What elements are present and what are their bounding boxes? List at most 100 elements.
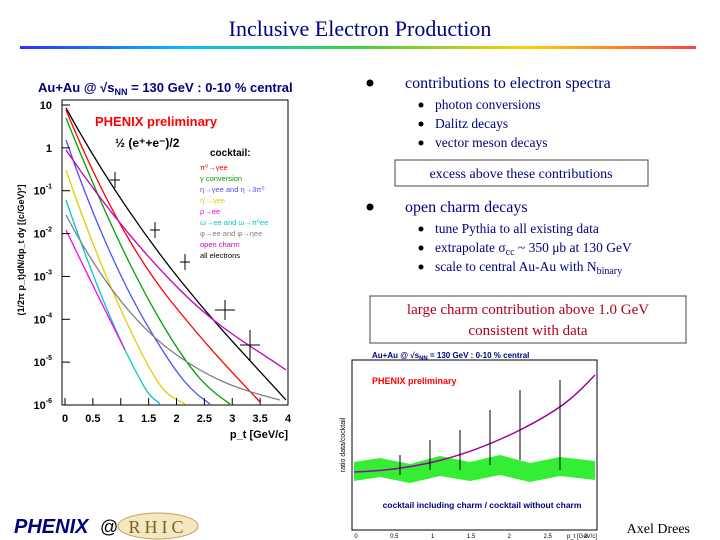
x-tick-label: 2.5 xyxy=(543,534,552,540)
tick-base: 10 xyxy=(34,400,46,412)
rhic-logo xyxy=(117,512,199,540)
header-sub: NN xyxy=(419,356,428,362)
tick-exp: -1 xyxy=(46,184,52,191)
y-tick-label: 10-2 xyxy=(34,227,53,241)
text-part: tune Pythia to all existing data xyxy=(435,221,599,236)
x-tick-label: 4 xyxy=(285,413,292,425)
tick-base: 10 xyxy=(34,314,46,326)
tick-exp: -3 xyxy=(46,269,52,276)
data-label: ½ (e⁺+e⁻)/2 xyxy=(115,136,180,150)
tick-base: 10 xyxy=(34,271,46,283)
x-tick-label: 3 xyxy=(584,534,588,540)
tick-base: 10 xyxy=(34,357,46,369)
header-sub: NN xyxy=(115,87,128,97)
header-rest: = 130 GeV : 0-10 % central xyxy=(128,80,293,95)
text-part: scale to central Au-Au with N xyxy=(435,259,597,274)
sub-bullet-text: photon conversions xyxy=(435,97,540,112)
conclusion-box xyxy=(369,295,687,344)
text-part: Dalitz decays xyxy=(435,116,508,131)
plot-header: Au+Au @ √sNN = 130 GeV : 0-10 % central xyxy=(38,80,293,97)
x-tick-label: 0.5 xyxy=(390,534,399,540)
x-axis-label: p_t [GeV/c] xyxy=(567,534,597,540)
plot-header: Au+Au @ √sNN = 130 GeV : 0-10 % central xyxy=(372,351,529,362)
plot-label: PHENIX preliminary xyxy=(372,376,457,386)
plot-frame xyxy=(351,359,598,531)
x-tick-label: 3 xyxy=(229,413,235,425)
conclusion-line: consistent with data xyxy=(468,323,587,339)
sub-bullet-dot xyxy=(418,140,424,146)
legend-entry: ω→ee and ω→π⁰ee xyxy=(200,218,268,227)
bullet-text: open charm decays xyxy=(405,199,528,216)
sub-bullet-text: vector meson decays xyxy=(435,135,547,150)
header-rest: = 130 GeV : 0-10 % central xyxy=(428,351,530,360)
sub-bullet-dot xyxy=(418,226,424,232)
sub-bullet-dot xyxy=(418,102,424,108)
bullet-text: contributions to electron spectra xyxy=(405,75,611,92)
y-tick-label: 10 xyxy=(40,100,52,112)
sub-bullet-text: tune Pythia to all existing data xyxy=(435,221,599,236)
y-tick-label: 10-3 xyxy=(34,269,53,283)
tick-exp: -2 xyxy=(46,227,52,234)
y-axis-label: (1/2π p_t)dN/dp_t dy [(c/GeV)²] xyxy=(16,185,26,316)
x-tick-label: 0.5 xyxy=(85,413,100,425)
text-part: vector meson decays xyxy=(435,135,547,150)
x-tick-label: 2.5 xyxy=(197,413,212,425)
bullets: contributions to electron spectra photon … xyxy=(366,75,632,277)
x-tick-label: 1 xyxy=(118,413,124,425)
legend-entry: open charm xyxy=(200,240,240,249)
tick-base: 1 xyxy=(46,143,52,155)
left-plot: Au+Au @ √sNN = 130 GeV : 0-10 % central … xyxy=(16,80,293,441)
logo: PHENIX xyxy=(14,516,90,538)
x-tick-label: 1 xyxy=(431,534,435,540)
charm-ratio-curve xyxy=(353,374,596,473)
y-tick-label: 10-5 xyxy=(34,355,53,369)
title-rule xyxy=(20,46,696,49)
tick-base: 10 xyxy=(34,229,46,241)
curves xyxy=(65,107,287,405)
tick-base: 10 xyxy=(40,100,52,112)
right-plot: Au+Au @ √sNN = 130 GeV : 0-10 % central … xyxy=(340,351,598,540)
x-tick-label: 1.5 xyxy=(467,534,476,540)
note-box xyxy=(394,159,649,187)
text-part: binary xyxy=(597,266,623,277)
sub-bullet-text: Dalitz decays xyxy=(435,116,508,131)
tick-exp: -4 xyxy=(46,312,52,319)
slide-title: Inclusive Electron Production xyxy=(229,16,492,41)
author: Axel Drees xyxy=(627,522,690,537)
sub-bullet-text: scale to central Au-Au with Nbinary xyxy=(435,259,622,277)
x-tick-label: 2 xyxy=(173,413,179,425)
plot-frame xyxy=(61,99,289,406)
data-points xyxy=(110,172,260,360)
legend-entry: π⁰→γee xyxy=(200,163,228,172)
tick-exp: -5 xyxy=(46,355,52,362)
x-tick-label: 2 xyxy=(508,534,512,540)
text-part: ~ 350 μb at 130 GeV xyxy=(515,240,633,255)
legend-entry: all electrons xyxy=(200,251,240,260)
legend-entry: φ→ee and φ→ηee xyxy=(200,229,262,238)
data-points xyxy=(399,380,561,475)
cocktail-title: cocktail: xyxy=(210,148,251,159)
legend-entry: ρ→ee xyxy=(200,207,220,216)
plot-label: PHENIX preliminary xyxy=(95,114,218,129)
sub-bullet-text: extrapolate σcc ~ 350 μb at 130 GeV xyxy=(435,240,632,258)
bullet-dot xyxy=(366,203,374,211)
bullet-dot xyxy=(366,79,374,87)
y-tick-label: 1 xyxy=(46,143,52,155)
x-axis-label: p_t [GeV/c] xyxy=(230,429,288,441)
legend-entry: γ conversion xyxy=(200,174,242,183)
sub-bullet-dot xyxy=(418,245,424,251)
y-tick-label: 10-6 xyxy=(34,398,53,412)
x-tick-label: 0 xyxy=(354,534,358,540)
x-tick-label: 3.5 xyxy=(252,413,267,425)
text-part: cc xyxy=(506,247,515,258)
text-part: extrapolate σ xyxy=(435,240,506,255)
box-note: excess above these contributions xyxy=(429,167,612,182)
caption-bg xyxy=(372,498,592,512)
tick-exp: -6 xyxy=(46,398,52,405)
rhic-text: RHIC xyxy=(128,517,187,537)
conclusion-line: large charm contribution above 1.0 GeV xyxy=(407,302,649,318)
x-tick-label: 1.5 xyxy=(141,413,156,425)
header-text: Au+Au @ √s xyxy=(38,80,115,95)
